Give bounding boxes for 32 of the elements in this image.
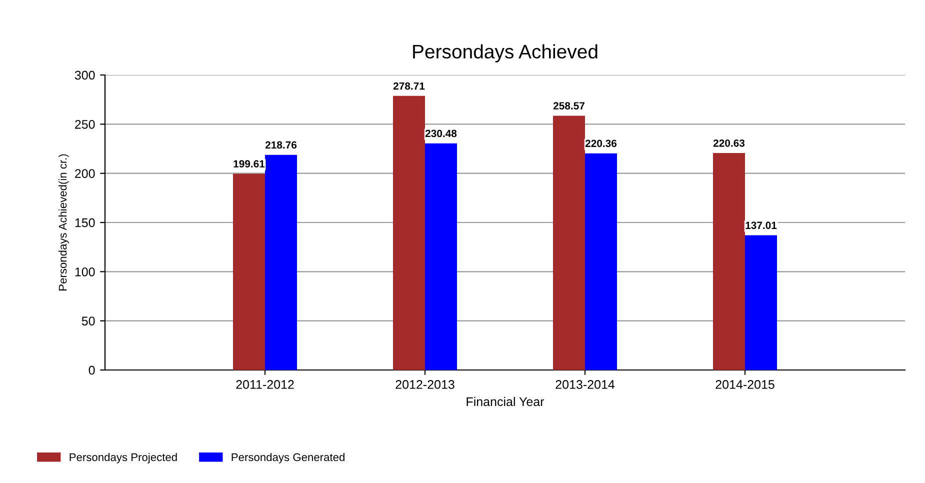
y-tick-label: 0 (88, 366, 95, 375)
legend-label: Persondays Generated (232, 452, 344, 464)
data-label: 220.63 (713, 139, 745, 147)
y-tick-label: 300 (74, 70, 95, 80)
bar (585, 153, 617, 370)
bar (425, 143, 457, 370)
x-tick-label: 2014-2015 (716, 380, 774, 389)
bar (233, 174, 265, 370)
y-tick-label: 100 (75, 267, 95, 276)
bar (713, 153, 745, 370)
x-tick-label: 2011-2012 (236, 380, 294, 389)
data-label: 137.01 (746, 222, 777, 230)
chart-title: Persondays Achieved (413, 44, 598, 62)
bar (553, 116, 585, 370)
data-label: 199.61 (234, 160, 265, 168)
y-tick-label: 200 (75, 169, 95, 178)
data-label: 278.71 (393, 82, 425, 90)
y-tick-label: 250 (75, 120, 95, 129)
y-tick-label: 50 (82, 316, 95, 326)
y-axis-title: Persondays Achieved(in cr.) (58, 154, 69, 290)
legend-label: Persondays Projected (70, 452, 177, 464)
data-label: 218.76 (265, 141, 297, 149)
bar (745, 235, 777, 370)
y-tick-label: 150 (75, 218, 95, 228)
x-tick-label: 2012-2013 (396, 380, 454, 389)
data-label: 230.48 (425, 130, 457, 138)
x-axis-title: Financial Year (466, 396, 544, 406)
x-tick-label: 2013-2014 (556, 380, 615, 389)
bar (265, 154, 297, 370)
bar (393, 96, 425, 370)
data-label: 220.36 (585, 140, 617, 148)
data-label: 258.57 (553, 102, 584, 110)
